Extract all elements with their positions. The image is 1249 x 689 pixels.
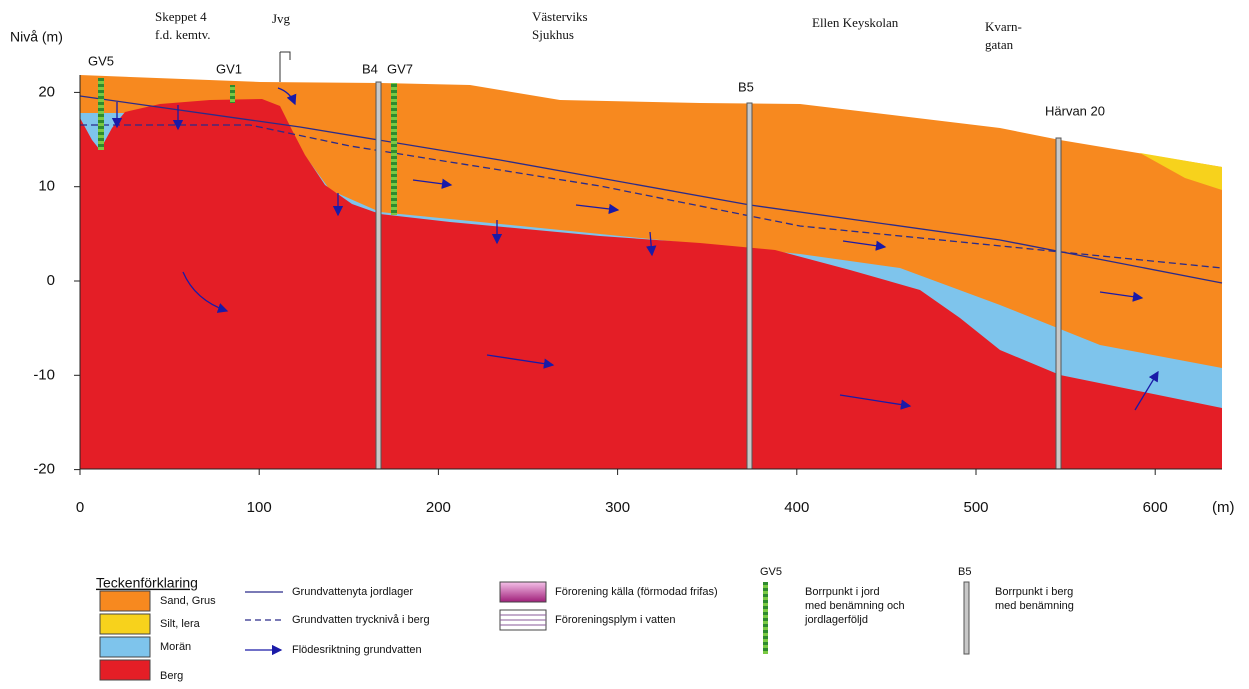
legend-label: med benämning [995,600,1074,612]
x-tick-label: 300 [605,499,630,516]
borehole-label: GV5 [88,53,114,68]
place: Jvg [272,11,291,26]
y-tick-label: 0 [47,272,55,289]
legend-label: Borrpunkt i berg [995,586,1073,598]
place: gatan [985,37,1014,52]
x-axis-unit: (m) [1212,499,1235,516]
y-tick-label: -10 [33,366,55,383]
borehole-label: B4 [362,61,378,76]
place: f.d. kemtv. [155,27,210,42]
legend-label: Grundvatten trycknivå i berg [292,614,430,626]
x-tick-label: 500 [963,499,988,516]
jvg-symbol [280,52,290,82]
legend-label: jordlagerföljd [804,614,868,626]
legend-label: Silt, lera [160,618,201,630]
legend-swatch [100,614,150,634]
legend-borehole-soil [763,582,768,654]
legend-swatch [500,582,546,602]
legend-label: B5 [958,566,971,578]
borehole-label: B5 [738,79,754,94]
borehole-soil [230,85,235,103]
x-tick-label: 200 [426,499,451,516]
borehole-label: GV7 [387,61,413,76]
layers [80,75,1222,469]
legend-label: Förorening källa (förmodad frifas) [555,586,718,598]
y-tick-label: -20 [33,461,55,478]
legend-label: Flödesriktning grundvatten [292,644,422,656]
place: Skeppet 4 [155,9,207,24]
cross-section: 010020030040050060020100-10-20 Nivå (m) … [0,0,1249,689]
borehole-rock [376,82,381,469]
borehole-rock [747,103,752,469]
legend-label: med benämning och [805,600,905,612]
borehole-rock [1056,138,1061,469]
x-tick-label: 0 [76,499,84,516]
y-tick-label: 20 [38,83,55,100]
legend-swatch [100,591,150,611]
borehole-soil [98,78,104,150]
legend-label: GV5 [760,566,782,578]
place: Kvarn- [985,19,1022,34]
legend-swatch [100,637,150,657]
y-axis-label: Nivå (m) [10,29,63,45]
place: Sjukhus [532,27,574,42]
place: Västerviks [532,9,588,24]
place: Ellen Keyskolan [812,15,899,30]
legend-label: Föroreningsplym i vatten [555,614,675,626]
legend-title: Teckenförklaring [96,575,198,591]
legend-label: Morän [160,641,191,653]
legend-label: Grundvattenyta jordlager [292,586,413,598]
legend-borehole-rock [964,582,969,654]
legend-label: Borrpunkt i jord [805,586,880,598]
x-tick-label: 100 [247,499,272,516]
y-tick-label: 10 [38,178,55,195]
borehole-soil [391,83,397,215]
legend: Teckenförklaring Sand, Grus Silt, lera M… [96,566,1074,682]
legend-label: Berg [160,670,183,682]
legend-label: Sand, Grus [160,595,216,607]
borehole-label: GV1 [216,61,242,76]
place: Härvan 20 [1045,103,1105,118]
x-tick-label: 600 [1143,499,1168,516]
legend-swatch [100,660,150,680]
x-tick-label: 400 [784,499,809,516]
